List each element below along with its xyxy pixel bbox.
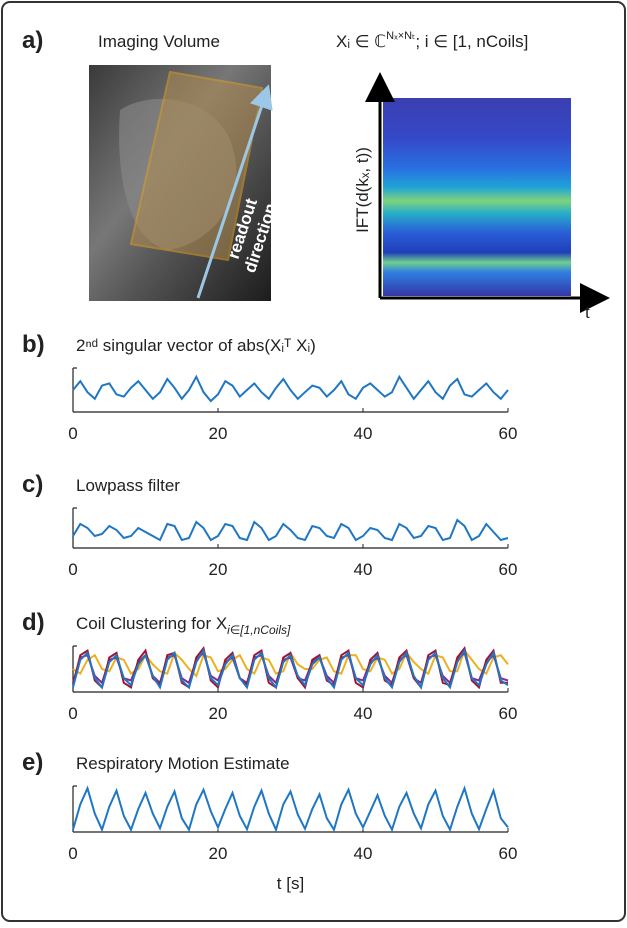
panel-title: Respiratory Motion Estimate — [76, 754, 290, 773]
panel-title-text: Coil Clustering for X — [76, 614, 227, 633]
x-tick-label: 20 — [209, 844, 228, 863]
x-tick-label: 40 — [354, 844, 373, 863]
panel-title-text: Respiratory Motion Estimate — [76, 754, 290, 773]
x-axis-label: t [s] — [277, 874, 304, 893]
x-tick-label: 20 — [209, 560, 228, 579]
x-tick-label: 60 — [499, 560, 518, 579]
y-axis-label: IFT(d(kₓ, t)) — [353, 147, 372, 233]
panel-title-text: Lowpass filter — [76, 476, 180, 495]
x-tick-label: 60 — [499, 704, 518, 723]
x-tick-label: 0 — [68, 844, 77, 863]
panel-title: Imaging Volume — [98, 32, 220, 51]
x-tick-label: 40 — [354, 424, 373, 443]
x-tick-label: 0 — [68, 704, 77, 723]
formula-part: Nₓ×Nₜ — [386, 30, 415, 42]
x-tick-label: 40 — [354, 560, 373, 579]
panel-label: a) — [22, 27, 43, 54]
formula-part: ; i ∈ [1, nCoils] — [415, 32, 528, 51]
page: {"panel_a": {"label": "a)", "title": "Im… — [0, 0, 627, 928]
panel-label: e) — [22, 749, 43, 776]
x-axis-label: t — [585, 303, 590, 322]
panel-label: d) — [22, 609, 45, 636]
x-tick-label: 0 — [68, 560, 77, 579]
x-tick-label: 0 — [68, 424, 77, 443]
x-tick-label: 60 — [499, 424, 518, 443]
panel-title-subscript: i∈[1,nCoils] — [227, 623, 291, 637]
x-tick-label: 40 — [354, 704, 373, 723]
x-tick-label: 20 — [209, 424, 228, 443]
x-tick-label: 60 — [499, 844, 518, 863]
panel-label: b) — [22, 331, 45, 358]
x-tick-label: 20 — [209, 704, 228, 723]
formula-part: Xᵢ ∈ ℂ — [336, 32, 386, 51]
panel-title: Lowpass filter — [76, 476, 180, 495]
formula: Xᵢ ∈ ℂNₓ×Nₜ; i ∈ [1, nCoils] — [336, 30, 528, 51]
heatmap-image — [383, 98, 571, 296]
panel-title: 2ⁿᵈ singular vector of abs(Xᵢᵀ Xᵢ) — [76, 336, 316, 355]
panel-title-text: 2ⁿᵈ singular vector of abs(Xᵢᵀ Xᵢ) — [76, 336, 316, 355]
panel-label: c) — [22, 471, 43, 498]
figure: a) Imaging Volume readout direction Xᵢ ∈… — [0, 0, 627, 923]
